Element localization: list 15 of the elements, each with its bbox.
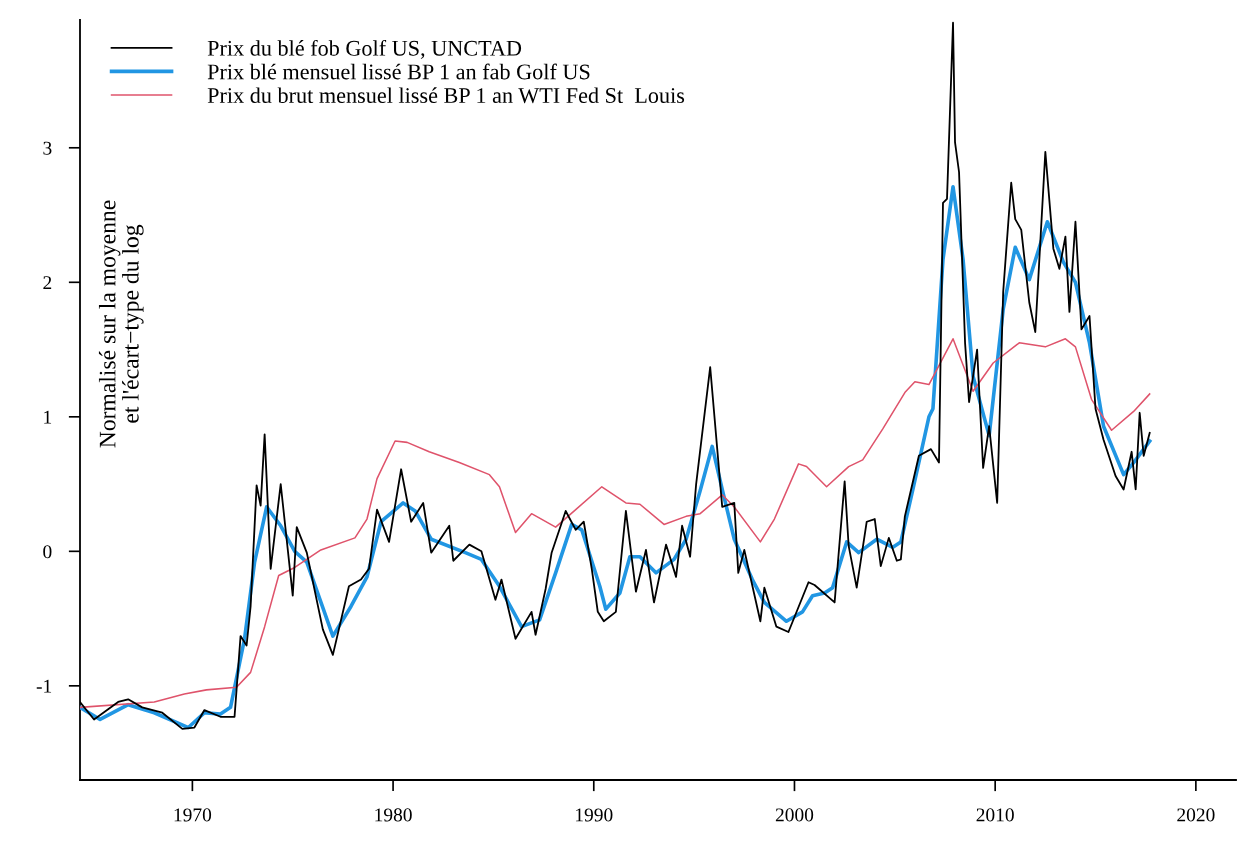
y-tick-label: 1: [44, 410, 52, 424]
y-tick-label: 2: [43, 276, 52, 290]
x-tick-label: 2020: [1177, 808, 1215, 822]
legend-label: Prix blé mensuel lissé BP 1 an fab Golf US: [207, 63, 590, 80]
y-tick-label: 0: [43, 545, 52, 559]
x-tick-label: 1970: [174, 808, 212, 822]
y-tick-label: -1: [36, 679, 52, 693]
x-tick-label: 1990: [576, 808, 613, 822]
legend-label: Prix du brut mensuel lissé BP 1 an WTI Fed St Louis: [207, 87, 685, 104]
x-tick-label: 1980: [375, 808, 412, 822]
legend-label: Prix du blé fob Golf US, UNCTAD: [207, 39, 522, 59]
y-tick-label: 3: [43, 141, 52, 155]
y-axis-title: Normalisé sur la moyenne et l'écart−type du log: [98, 200, 144, 448]
x-tick-label: 2000: [775, 808, 814, 822]
x-tick-label: 2010: [976, 808, 1014, 822]
